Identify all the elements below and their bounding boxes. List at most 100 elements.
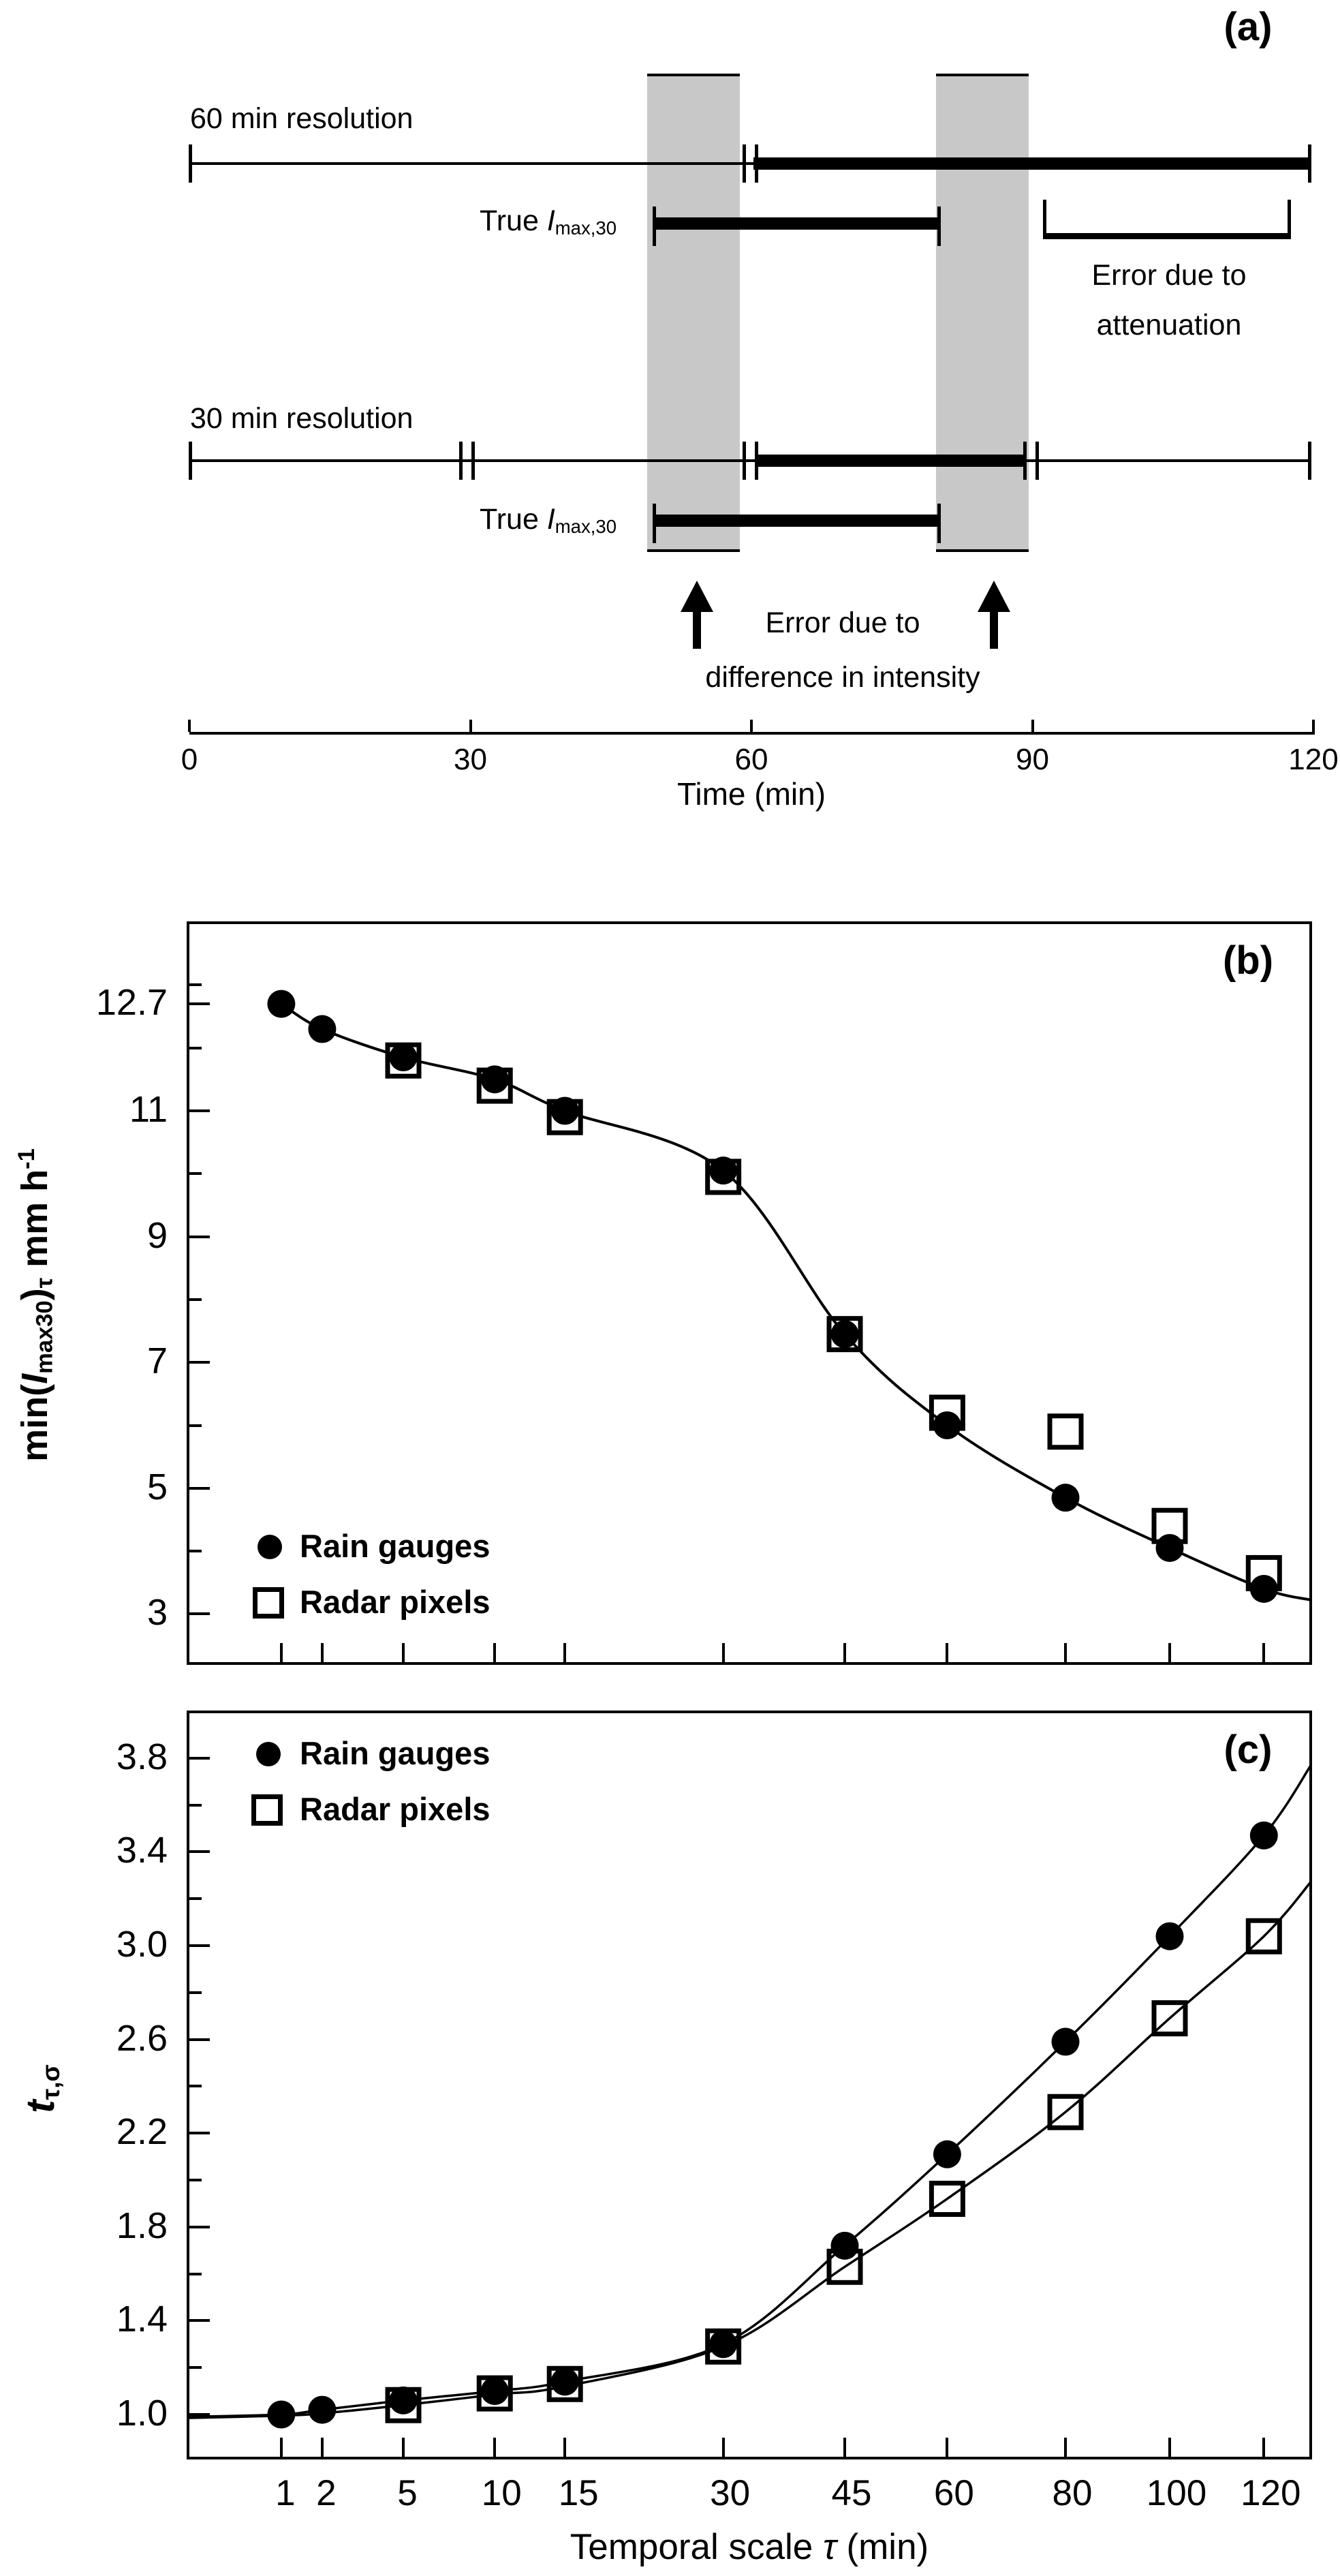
x-tick-30 (721, 2438, 725, 2457)
data-point-circle-b-10 (480, 1065, 509, 1094)
data-point-circle-c-100 (1155, 1922, 1184, 1950)
data-point-circle-b-30 (709, 1156, 738, 1185)
time-tick-label-0: 0 (181, 743, 198, 776)
data-point-circle-b-100 (1155, 1533, 1184, 1562)
data-point-square-c-80 (1047, 2094, 1084, 2130)
x-tick-label-100: 100 (1146, 2473, 1207, 2513)
panel-c-label: (c) (1224, 1728, 1273, 1772)
data-point-square-c-120 (1245, 1918, 1282, 1954)
y-minor-tick-12 (189, 1046, 202, 1049)
legend-radar-pixels-b: Radar pixels (300, 1584, 490, 1620)
time-tick-120 (1312, 720, 1315, 732)
legend-circle-icon-c (256, 1742, 281, 1766)
x-tick-10 (493, 2438, 497, 2457)
attenuation-bracket-right-tick (1288, 200, 1291, 239)
y-major-tick-11 (189, 1109, 210, 1112)
y-minor-tick-6 (189, 1424, 202, 1427)
fit-curve-c-1 (187, 1879, 1312, 2419)
data-point-square-c-60 (929, 2181, 965, 2218)
y-tick-label-1: 1.0 (116, 2393, 168, 2434)
attenuation-bracket-left-tick (1043, 200, 1046, 239)
legend-radar-pixels-c: Radar pixels (300, 1791, 490, 1827)
data-point-circle-c-1 (267, 2400, 296, 2429)
y-tick-label-3.4: 3.4 (116, 1830, 168, 1871)
y-major-tick-3 (189, 1944, 210, 1947)
data-point-circle-b-120 (1249, 1574, 1278, 1603)
true-imax30-bar-bottom (654, 515, 940, 527)
x-tick-2 (320, 1643, 324, 1662)
panel-b-frame (187, 921, 1312, 1665)
panel-a-label: (a) (1224, 5, 1273, 49)
y-minor-tick-1.6 (189, 2272, 202, 2275)
x-tick-label-45: 45 (831, 2473, 872, 2513)
up-arrow-icon-left (681, 581, 713, 649)
y-major-tick-1.4 (189, 2319, 210, 2322)
y-minor-tick-1.2 (189, 2366, 202, 2370)
data-point-circle-c-10 (480, 2377, 509, 2406)
time-tick-label-60: 60 (734, 743, 768, 776)
x-tick-60 (946, 1643, 949, 1662)
true-bar-top-right-tick (937, 206, 941, 246)
time-tick-label-120: 120 (1288, 743, 1339, 776)
y-major-tick-3.8 (189, 1756, 210, 1760)
x-tick-label-1: 1 (275, 2473, 296, 2513)
tick-30min-30b (471, 442, 475, 480)
tick-30min-start (189, 442, 192, 480)
x-tick-label-15: 15 (558, 2473, 599, 2513)
true-bar-bottom-right-tick (937, 504, 941, 543)
x-tick-label-60: 60 (933, 2473, 974, 2513)
tick-30min-60a (743, 442, 746, 480)
tick-30min-90b (1035, 442, 1039, 480)
x-tick-15 (563, 1643, 567, 1662)
timeline-60min (190, 162, 1311, 165)
x-tick-1 (279, 2438, 283, 2457)
attenuation-note-line2: attenuation (1096, 309, 1242, 341)
y-minor-tick-10 (189, 1172, 202, 1176)
y-tick-label-9: 9 (146, 1214, 168, 1256)
attenuation-note-line1: Error due to (1091, 259, 1247, 292)
label-30min-resolution: 30 min resolution (190, 402, 414, 435)
time-axis-line (189, 732, 1315, 735)
time-tick-90 (1031, 720, 1034, 732)
y-major-tick-7 (189, 1361, 210, 1364)
y-tick-label-3: 3 (146, 1592, 168, 1634)
x-tick-label-120: 120 (1241, 2473, 1301, 2513)
y-tick-label-12.7: 12.7 (95, 982, 168, 1024)
y-tick-label-1.4: 1.4 (116, 2299, 168, 2340)
data-point-circle-c-120 (1249, 1821, 1278, 1850)
label-60min-resolution: 60 min resolution (190, 102, 414, 135)
y-major-tick-2.2 (189, 2132, 210, 2135)
y-tick-label-3.8: 3.8 (116, 1736, 168, 1777)
y-tick-label-1.8: 1.8 (116, 2205, 168, 2246)
label-true-imax30-top: True Imax,30 (480, 204, 617, 239)
data-point-circle-b-45 (830, 1320, 859, 1349)
timeline-30min (190, 459, 1311, 462)
x-tick-1 (279, 1643, 283, 1662)
x-tick-30 (721, 1643, 725, 1662)
y-minor-tick-2.8 (189, 1991, 202, 1994)
tick-30min-30a (459, 442, 463, 480)
panel-c-frame (187, 1711, 1312, 2459)
time-tick-0 (188, 720, 191, 732)
data-point-square-b-45 (826, 1316, 863, 1353)
data-point-circle-b-15 (550, 1097, 579, 1125)
intensity-note-line1: Error due to (765, 607, 920, 639)
observed-imax30-bar (755, 455, 1026, 467)
panel-c-y-axis-title: tτ,σ (18, 2064, 65, 2113)
y-tick-label-5: 5 (146, 1466, 168, 1507)
y-major-tick-5 (189, 1486, 210, 1490)
x-tick-label-2: 2 (316, 2473, 337, 2513)
data-point-circle-b-60 (933, 1411, 961, 1439)
legend-square-icon-b (253, 1587, 284, 1619)
y-minor-tick-2 (189, 2179, 202, 2181)
y-minor-tick-3.2 (189, 1897, 202, 1901)
data-point-circle-c-80 (1051, 2027, 1080, 2056)
data-point-circle-c-15 (550, 2367, 579, 2396)
x-tick-120 (1262, 1643, 1266, 1662)
x-tick-100 (1168, 2438, 1171, 2457)
panel-c-plot (187, 1762, 1312, 2429)
observed-imax60-bar (753, 157, 1311, 170)
panel-b-plot (267, 990, 1312, 1603)
up-arrow-icon-right (978, 581, 1010, 649)
time-tick-30 (469, 720, 472, 732)
